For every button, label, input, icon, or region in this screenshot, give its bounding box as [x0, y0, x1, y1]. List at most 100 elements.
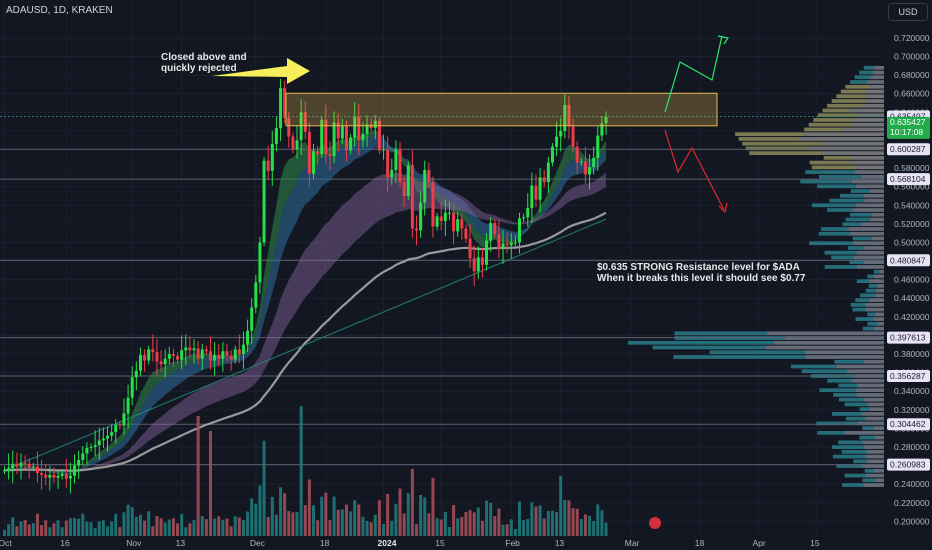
symbol-title[interactable]: ADAUSD, 1D, KRAKEN [6, 5, 113, 16]
candle-body [159, 361, 163, 365]
level-price-label[interactable]: 0.600287 [887, 143, 930, 156]
profile-bar-right [863, 445, 884, 449]
candle-body [167, 354, 171, 359]
price-axis-tick: 0.700000 [894, 52, 930, 62]
volume-bar [320, 496, 324, 536]
volume-bar [23, 520, 27, 536]
volume-bar [106, 526, 109, 536]
volume-bar [353, 500, 357, 536]
volume-bar [217, 516, 221, 536]
volume-bar [19, 521, 23, 536]
candle-body [180, 350, 184, 360]
candle-body [291, 136, 295, 150]
profile-bar-right [864, 198, 884, 203]
volume-bar [390, 520, 394, 536]
candle-body [340, 126, 344, 139]
volume-bar [439, 519, 443, 536]
candle-body [122, 413, 126, 426]
level-price-label[interactable]: 0.356287 [887, 370, 930, 383]
volume-bar [555, 512, 559, 536]
level-price-bg [887, 143, 930, 156]
volume-bar [583, 514, 587, 536]
candle-body [35, 466, 39, 474]
profile-bar-right [851, 378, 884, 383]
profile-bar-left [855, 317, 874, 321]
level-price-label[interactable]: 0.260983 [887, 458, 930, 471]
candle-body [287, 117, 291, 137]
profile-bar-right [849, 231, 884, 236]
volume-bar [151, 526, 155, 536]
profile-bar-right [853, 255, 884, 260]
profile-bar-left [628, 340, 774, 345]
profile-bar-left [867, 274, 875, 279]
volume-bar [336, 509, 340, 536]
candle-body [390, 169, 394, 178]
volume-bar [68, 518, 72, 536]
currency-selector[interactable]: USD [888, 3, 928, 21]
candle-body [563, 104, 567, 131]
time-axis-tick: Dec [250, 538, 266, 548]
level-price-value: 0.397613 [890, 333, 926, 343]
candle-body [81, 453, 85, 460]
candle-body [493, 222, 497, 235]
level-price-label[interactable]: 0.568104 [887, 173, 930, 186]
candle-body [143, 354, 147, 361]
candle-body [209, 351, 212, 361]
price-axis-tick: 0.420000 [894, 312, 930, 322]
profile-bar-right [866, 449, 884, 454]
volume-bar [361, 516, 365, 536]
projection-up-line [664, 35, 723, 113]
level-price-label[interactable]: 0.397613 [887, 331, 930, 344]
profile-bar-right [869, 189, 884, 193]
level-price-label[interactable]: 0.304462 [887, 418, 930, 431]
volume-bar [143, 520, 147, 536]
profile-bar-right [846, 369, 884, 374]
profile-bar-left [816, 421, 858, 426]
profile-bar-left [801, 369, 847, 374]
profile-bar-right [869, 298, 884, 302]
volume-bar [452, 505, 456, 536]
profile-bar-right [874, 426, 884, 430]
resistance-zone [285, 92, 718, 127]
profile-bar-left [809, 160, 851, 165]
profile-bar-right [854, 170, 884, 174]
volume-bar [180, 514, 184, 536]
profile-bar-left [844, 473, 866, 478]
candle-body [386, 149, 390, 178]
profile-bar-left [838, 383, 858, 388]
level-price-label[interactable]: 0.480847 [887, 254, 930, 267]
profile-bar-left [845, 84, 871, 89]
annotation-resistance-line1: $0.635 STRONG Resistance level for $ADA [597, 262, 800, 273]
candle-body [377, 120, 381, 151]
candle-body [402, 182, 406, 196]
profile-bar-right [867, 459, 884, 464]
profile-bar-right [852, 208, 884, 212]
candle-body [89, 446, 93, 448]
time-axis-bg [0, 536, 884, 550]
profile-bar-left [745, 146, 811, 151]
price-axis-tick: 0.720000 [894, 33, 930, 43]
profile-bar-right [865, 416, 884, 421]
profile-bar-left [840, 193, 864, 198]
profile-bar-right [861, 174, 884, 179]
time-axis-tick: 2024 [378, 538, 397, 548]
profile-bar-right [871, 212, 884, 217]
volume-bar [303, 505, 307, 536]
profile-bar-right [851, 179, 884, 184]
candle-body [464, 228, 468, 239]
profile-bar-right [867, 402, 884, 407]
profile-bar-left [833, 393, 857, 397]
volume-bar [56, 520, 60, 536]
volume-bar [386, 494, 390, 536]
current-price-countdown: 10:17:08 [890, 127, 923, 137]
profile-bar-left [856, 279, 870, 284]
profile-bar-right [822, 141, 884, 146]
profile-bar-left [749, 151, 822, 156]
level-price-value: 0.600287 [890, 144, 926, 154]
profile-bar-left [836, 94, 866, 99]
price-axis-tick: 0.240000 [894, 479, 930, 489]
profile-bar-right [843, 127, 884, 132]
profile-bar-left [800, 179, 852, 184]
